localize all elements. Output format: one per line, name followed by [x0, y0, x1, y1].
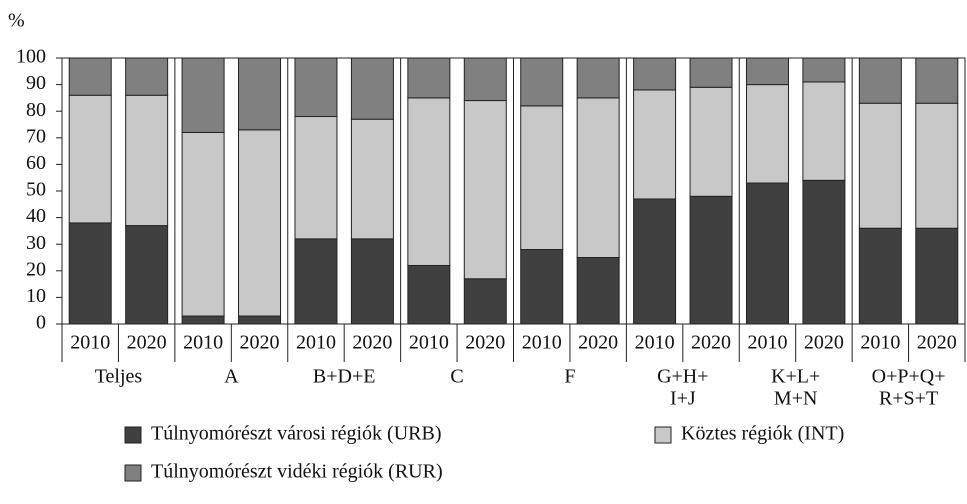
bar-segment [407, 97, 451, 266]
plot-frame [61, 57, 966, 325]
group-label: K+L+ [771, 366, 820, 388]
bar-segment [802, 57, 846, 83]
group-label: C [450, 366, 463, 388]
bar-segment [633, 57, 677, 91]
y-tick-label: 30 [26, 232, 46, 254]
legend-swatch [124, 464, 142, 482]
bar-segment [181, 57, 225, 133]
x-tick-label: 2010 [183, 332, 223, 354]
bar-segment [915, 227, 959, 325]
bar-segment [576, 97, 620, 259]
bar-segment [294, 57, 338, 118]
bar-segment [689, 195, 733, 325]
bar-segment [407, 264, 451, 325]
x-tick-label: 2010 [409, 332, 449, 354]
y-tick-label: 0 [36, 312, 46, 334]
bar-segment [915, 102, 959, 229]
bar-segment [689, 86, 733, 197]
group-label: Teljes [95, 366, 143, 388]
legend-label: Túlnyomórészt vidéki régiók (RUR) [151, 461, 443, 483]
x-tick-label: 2020 [804, 332, 844, 354]
bar-segment [238, 315, 282, 325]
bar-segment [350, 57, 394, 120]
group-label: B+D+E [313, 366, 376, 388]
legend-label: Köztes régiók (INT) [681, 423, 844, 445]
bar-segment [520, 57, 564, 107]
bar-segment [125, 225, 169, 325]
group-label: G+H+ [657, 366, 708, 388]
bar-segment [68, 57, 112, 96]
group-label: R+S+T [879, 388, 938, 410]
y-axis-label: % [8, 10, 25, 32]
bar-segment [802, 179, 846, 325]
bar-segment [745, 57, 789, 86]
x-tick-label: 2020 [691, 332, 731, 354]
legend-swatch [124, 426, 142, 444]
y-tick-label: 100 [16, 46, 46, 68]
x-tick-label: 2020 [352, 332, 392, 354]
x-tick-label: 2020 [578, 332, 618, 354]
bar-segment [858, 57, 902, 104]
bar-segment [68, 222, 112, 325]
legend-swatch [654, 426, 672, 444]
x-tick-label: 2020 [465, 332, 505, 354]
bar-segment [915, 57, 959, 104]
bar-segment [802, 81, 846, 181]
bar-segment [520, 249, 564, 325]
x-tick-label: 2010 [296, 332, 336, 354]
bar-segment [463, 100, 507, 280]
bar-segment [350, 238, 394, 325]
y-tick-label: 60 [26, 152, 46, 174]
bar-segment [633, 89, 677, 200]
y-tick-label: 70 [26, 125, 46, 147]
y-tick-label: 50 [26, 179, 46, 201]
bar-segment [745, 182, 789, 325]
bar-segment [238, 129, 282, 317]
y-tick-label: 20 [26, 258, 46, 280]
x-tick-label: 2010 [747, 332, 787, 354]
y-tick-label: 40 [26, 205, 46, 227]
bar-segment [294, 238, 338, 325]
bar-segment [745, 84, 789, 184]
group-label: O+P+Q+ [872, 366, 946, 388]
x-tick-label: 2010 [635, 332, 675, 354]
bar-segment [576, 57, 620, 99]
bar-segment [858, 102, 902, 229]
y-tick-label: 80 [26, 99, 46, 121]
bar-segment [633, 198, 677, 325]
y-tick-label: 10 [26, 285, 46, 307]
x-tick-label: 2020 [127, 332, 167, 354]
group-label: I+J [670, 388, 696, 410]
x-tick-label: 2020 [917, 332, 957, 354]
bar-segment [181, 131, 225, 317]
group-label: A [224, 366, 239, 388]
bar-segment [125, 57, 169, 96]
group-label: M+N [774, 388, 818, 410]
bar-segment [689, 57, 733, 88]
bar-segment [576, 257, 620, 325]
bar-segment [294, 116, 338, 240]
bar-segment [520, 105, 564, 251]
bar-segment [463, 57, 507, 102]
bar-segment [463, 278, 507, 325]
x-tick-label: 2010 [70, 332, 110, 354]
legend-label: Túlnyomórészt városi régiók (URB) [151, 423, 442, 445]
bar-segment [181, 315, 225, 325]
bar-segment [858, 227, 902, 325]
bar-segment [68, 94, 112, 224]
bar-segment [350, 118, 394, 240]
bar-segment [238, 57, 282, 131]
y-tick-label: 90 [26, 72, 46, 94]
x-tick-label: 2010 [522, 332, 562, 354]
group-label: F [564, 366, 575, 388]
x-tick-label: 2020 [240, 332, 280, 354]
bar-segment [125, 94, 169, 227]
x-tick-label: 2010 [860, 332, 900, 354]
bar-segment [407, 57, 451, 99]
